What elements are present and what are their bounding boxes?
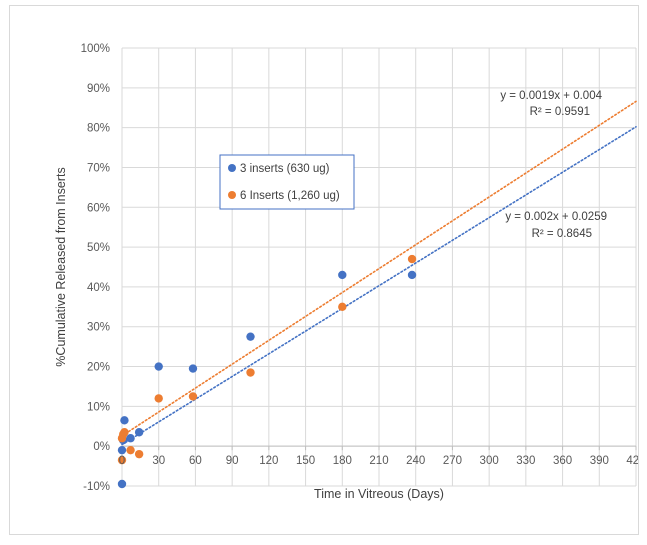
y-tick-label: 60%	[87, 202, 110, 214]
data-point-6-inserts	[188, 392, 198, 401]
data-point-3-inserts	[117, 479, 127, 489]
y-tick-label: 70%	[87, 162, 110, 174]
legend-label-6-inserts: 6 Inserts (1,260 ug)	[240, 190, 340, 202]
data-point-3-inserts	[134, 428, 144, 437]
x-tick-label: 180	[333, 455, 352, 467]
x-axis-title: Time in Vitreous (Days)	[314, 487, 444, 501]
y-tick-label: 90%	[87, 83, 110, 95]
x-tick-label: 90	[226, 455, 239, 467]
data-point-6-inserts	[120, 428, 129, 437]
data-point-6-inserts	[117, 455, 127, 465]
data-points	[117, 254, 417, 489]
data-point-3-inserts	[154, 362, 163, 371]
trendlines	[121, 100, 637, 446]
legend: 3 inserts (630 ug) 6 Inserts (1,260 ug)	[219, 154, 355, 210]
data-point-6-inserts	[246, 368, 255, 377]
legend-marker-6-inserts	[228, 191, 236, 199]
data-point-6-inserts	[154, 394, 163, 403]
trendline-equation-3-inserts: y = 0.0019x + 0.004	[500, 90, 602, 102]
x-tick-label: 300	[480, 455, 499, 467]
x-tick-label: 390	[590, 455, 609, 467]
x-tick-label: 0	[119, 455, 125, 467]
y-tick-label: 0%	[93, 441, 110, 453]
data-point-3-inserts	[407, 270, 417, 280]
x-tick-label: 240	[406, 455, 425, 467]
data-point-6-inserts	[126, 445, 135, 455]
data-point-3-inserts	[126, 434, 135, 443]
data-point-3-inserts	[120, 416, 129, 425]
trendline-equations: y = 0.0019x + 0.004 R² = 0.9591 y = 0.00…	[500, 90, 607, 240]
data-point-3-inserts	[117, 445, 127, 455]
scatter-chart: -10% 0% 10% 20% 30% 40% 50% 60% 70% 80% 90% 100% 0 30…	[54, 43, 638, 501]
trendline-6-inserts	[121, 100, 637, 437]
x-tick-label: 60	[189, 455, 202, 467]
x-tick-label: 330	[516, 455, 535, 467]
x-tick-label: 150	[296, 455, 315, 467]
legend-marker-3-inserts	[228, 164, 236, 172]
x-tick-label: 420	[626, 455, 638, 467]
data-point-6-inserts	[407, 254, 417, 264]
trendline-3-inserts	[121, 126, 637, 446]
data-point-3-inserts	[188, 364, 198, 373]
trendline-equation-6-inserts: y = 0.002x + 0.0259	[505, 211, 607, 223]
y-tick-label: 20%	[87, 362, 110, 374]
gridlines	[121, 47, 637, 487]
y-tick-label: 100%	[81, 43, 110, 55]
data-point-3-inserts	[338, 270, 347, 280]
trendline-r2-3-inserts: R² = 0.9591	[530, 106, 590, 118]
data-point-6-inserts	[338, 302, 347, 312]
chart-frame: -10% 0% 10% 20% 30% 40% 50% 60% 70% 80% 90% 100% 0 30…	[9, 5, 639, 535]
y-tick-label: 40%	[87, 282, 110, 294]
legend-box	[219, 154, 355, 210]
y-tick-label: 50%	[87, 242, 110, 254]
axes	[121, 445, 637, 451]
legend-label-3-inserts: 3 inserts (630 ug)	[240, 163, 330, 175]
y-tick-label: 30%	[87, 322, 110, 334]
tick-labels: -10% 0% 10% 20% 30% 40% 50% 60% 70% 80% 90% 100% 0 30…	[81, 43, 638, 493]
y-axis-title: %Cumulative Released from Inserts	[54, 167, 68, 366]
x-tick-label: 30	[152, 455, 165, 467]
y-tick-label: 10%	[87, 401, 110, 413]
x-tick-label: 360	[553, 455, 572, 467]
y-tick-label: -10%	[83, 481, 110, 493]
x-tick-label: 120	[259, 455, 278, 467]
trendline-r2-6-inserts: R² = 0.8645	[532, 228, 592, 240]
data-point-3-inserts	[246, 332, 255, 341]
y-tick-label: 80%	[87, 123, 110, 135]
data-point-6-inserts	[134, 449, 144, 459]
x-tick-label: 210	[369, 455, 388, 467]
x-tick-label: 270	[443, 455, 462, 467]
